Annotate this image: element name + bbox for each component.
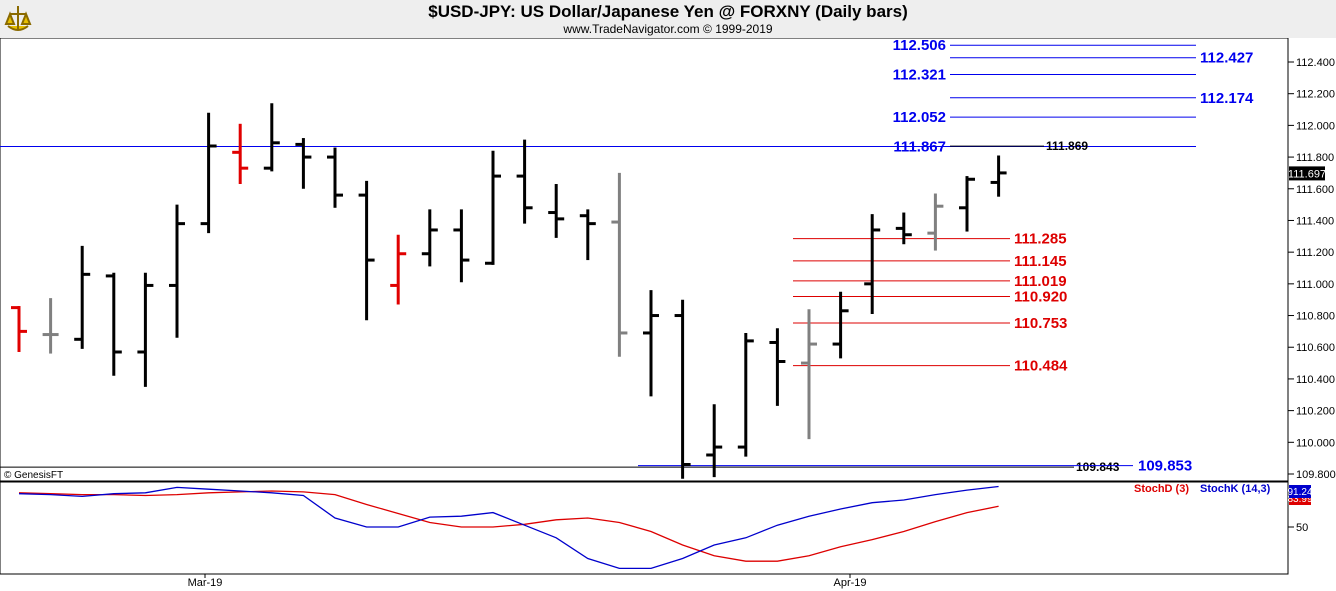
- last-price-box: [1289, 166, 1325, 181]
- level-label: 109.843: [1076, 460, 1120, 474]
- level-label: 110.920: [1014, 289, 1067, 306]
- price-axis: 112.400 112.200 112.000 111.800 111.600 111.4…: [1288, 57, 1336, 481]
- ohlc-bar: [832, 291, 849, 359]
- last-price-marker: 111.697: [1288, 166, 1326, 181]
- ohlc-bar: [137, 272, 154, 387]
- price-tick-label: 109.800: [1296, 469, 1336, 481]
- stoch-series-line: [18, 485, 999, 570]
- level-label: 112.052: [893, 109, 946, 126]
- ohlc-bar: [358, 180, 375, 321]
- level-label: 112.174: [1200, 90, 1254, 107]
- ohlc-bar: [169, 204, 185, 338]
- price-tick-label: 110.200: [1296, 406, 1335, 418]
- ohlc-bar: [263, 103, 280, 172]
- ohlc-bar: [232, 123, 249, 185]
- ohlc-bar: [990, 155, 1007, 197]
- level-label: 109.853: [1138, 458, 1192, 475]
- price-tick-label: 112.000: [1296, 120, 1335, 132]
- ohlc-bar: [611, 172, 628, 357]
- last-price-label: 111.697: [1288, 168, 1326, 180]
- legend-stochk: StochK (14,3): [1200, 483, 1271, 495]
- stoch-value-box: [1289, 485, 1311, 498]
- price-tick-label: 112.200: [1296, 89, 1335, 101]
- price-chart: 112.400 112.200 112.000 111.800 111.600 111.4…: [0, 38, 1336, 589]
- ohlc-bar: [453, 209, 470, 283]
- price-tick-label: 110.400: [1296, 374, 1335, 386]
- ohlc-bar: [864, 214, 881, 314]
- ohlc-bar: [200, 112, 217, 234]
- level-label: 110.753: [1014, 315, 1067, 332]
- chart-frame: [0, 38, 1289, 575]
- stoch-series-line: [18, 490, 999, 562]
- price-tick-label: 111.400: [1296, 215, 1334, 227]
- ohlc-bars: [11, 103, 1007, 479]
- price-tick-label: 110.000: [1296, 437, 1335, 449]
- ohlc-bar: [579, 209, 596, 261]
- price-tick-label: 111.200: [1296, 247, 1334, 259]
- time-tick-label: Apr-19: [833, 577, 866, 589]
- price-tick-label: 111.600: [1296, 184, 1334, 196]
- price-tick-label: 110.600: [1296, 342, 1335, 354]
- level-lines: 112.506 112.427 112.321 112.174 112.052 111.8…: [0, 38, 1254, 475]
- stoch-value-label: 91.24: [1287, 487, 1312, 498]
- ohlc-bar: [959, 176, 975, 232]
- ohlc-bar: [895, 212, 912, 245]
- ohlc-bar: [327, 147, 343, 208]
- credit-label: © GenesisFT: [4, 470, 63, 481]
- level-label: 112.321: [893, 67, 946, 84]
- ohlc-bar: [11, 306, 27, 352]
- ohlc-bar: [927, 193, 944, 251]
- chart-subtitle: www.TradeNavigator.com © 1999-2019: [563, 22, 773, 36]
- plot-area: [0, 38, 1289, 575]
- time-axis: Mar-19 Apr-19: [188, 574, 867, 589]
- price-tick-label: 111.000: [1296, 279, 1334, 291]
- level-label: 111.869: [1046, 139, 1088, 153]
- level-label: 111.019: [1014, 273, 1067, 290]
- stoch-value-label: 83.99: [1287, 494, 1312, 505]
- price-tick-label: 112.400: [1296, 57, 1335, 69]
- ohlc-bar: [516, 139, 533, 224]
- level-label: 111.867: [893, 138, 946, 155]
- ohlc-bar: [390, 234, 407, 305]
- price-tick-label: 111.800: [1296, 152, 1334, 164]
- ohlc-bar: [769, 328, 786, 406]
- ohlc-bar: [737, 332, 754, 457]
- ohlc-bar: [674, 299, 691, 479]
- chart-title: $USD-JPY: US Dollar/Japanese Yen @ FORXN…: [428, 2, 908, 21]
- ohlc-bar: [74, 245, 91, 349]
- ohlc-bar: [485, 150, 501, 265]
- trade-navigator-logo-icon: [4, 4, 32, 34]
- stoch-tick-label: 50: [1296, 522, 1308, 534]
- ohlc-bar: [801, 309, 817, 440]
- ohlc-bar: [421, 209, 438, 267]
- ohlc-bar: [105, 272, 122, 376]
- ohlc-bar: [548, 184, 565, 238]
- level-label: 111.285: [1014, 231, 1067, 248]
- level-label: 112.427: [1200, 50, 1253, 67]
- legend-stochd: StochD (3): [1134, 483, 1189, 495]
- level-label: 112.506: [893, 38, 946, 54]
- level-label: 110.484: [1014, 358, 1068, 375]
- price-tick-label: 110.800: [1296, 311, 1335, 323]
- ohlc-bar: [295, 138, 312, 189]
- ohlc-bar: [42, 298, 59, 354]
- ohlc-bar: [643, 290, 659, 397]
- chart-header: [0, 0, 1336, 38]
- time-tick-label: Mar-19: [188, 577, 223, 589]
- ohlc-bar: [706, 404, 723, 478]
- level-label: 111.145: [1014, 253, 1067, 270]
